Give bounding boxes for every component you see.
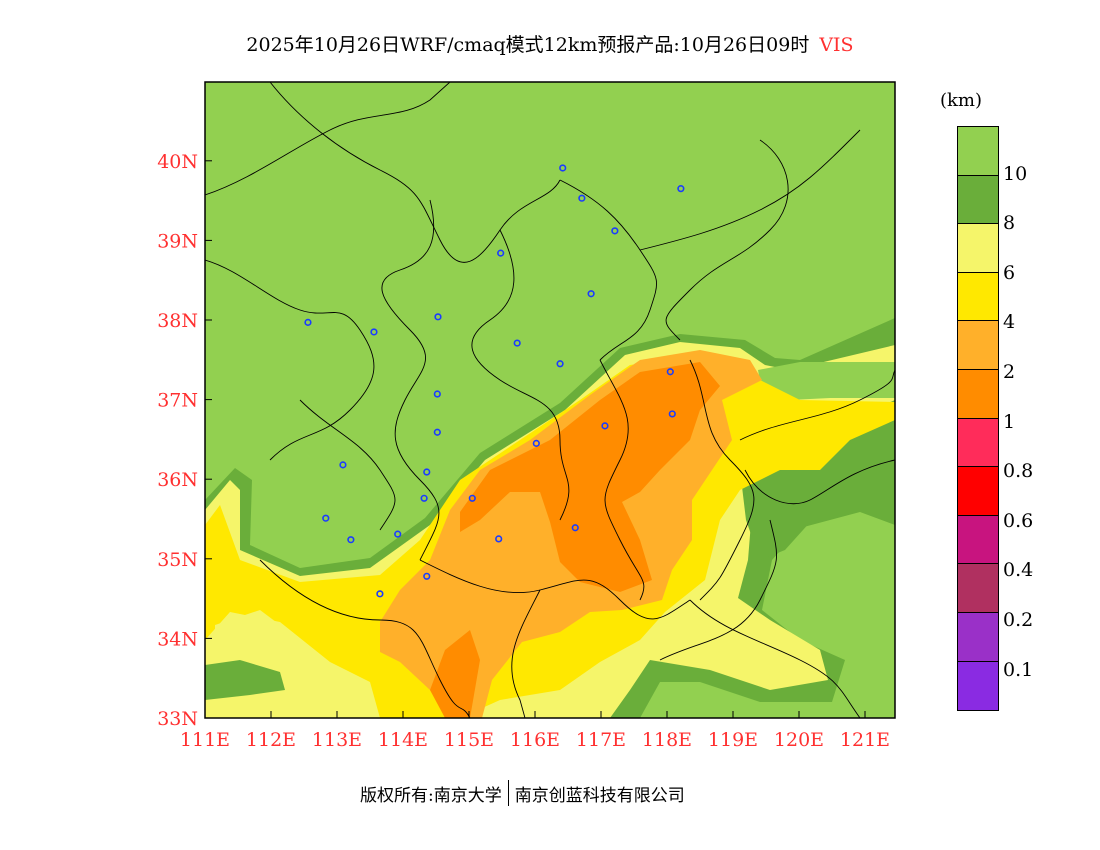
colorbar-swatch [958, 612, 998, 662]
x-tick-label: 119E [708, 729, 758, 751]
colorbar-label: 1 [1003, 410, 1016, 433]
y-tick-label: 36N [157, 469, 198, 491]
field-gt10-sea [758, 362, 895, 400]
station-marker [578, 194, 586, 202]
field-6-8-inner [215, 610, 300, 665]
x-tick-label: 114E [378, 729, 428, 751]
map-fields [205, 82, 895, 718]
colorbar-swatch [958, 369, 998, 419]
station-marker [339, 461, 347, 469]
station-marker [668, 410, 676, 418]
title-variable: VIS [819, 34, 854, 56]
x-tick-label: 117E [576, 729, 626, 751]
colorbar-label: 0.8 [1003, 460, 1034, 483]
y-tick-label: 35N [157, 549, 198, 571]
colorbar-label: 8 [1003, 212, 1016, 235]
station-marker [370, 328, 378, 336]
station-marker [571, 524, 579, 532]
x-tick-label: 116E [510, 729, 560, 751]
chart-title: 2025年10月26日WRF/cmaq模式12km预报产品:10月26日09时 V… [0, 30, 1100, 57]
colorbar-label: 0.6 [1003, 509, 1034, 532]
footer-separator [507, 780, 509, 806]
colorbar-swatch [958, 127, 998, 176]
field-1-2 [460, 362, 720, 592]
colorbar-swatch [958, 564, 998, 613]
copyright-footer: 版权所有:南京大学 南京创蓝科技有限公司 [360, 780, 685, 806]
colorbar-label: 0.2 [1003, 609, 1034, 631]
x-tick-label: 112E [246, 729, 296, 751]
x-tick-label: 121E [840, 729, 890, 751]
station-marker [304, 318, 312, 326]
colorbar-label: 0.4 [1003, 559, 1034, 582]
colorbar-swatch [958, 661, 998, 711]
station-marker [587, 290, 595, 298]
boundaries [205, 82, 895, 718]
station-marker [497, 249, 505, 257]
colorbar-label: 6 [1003, 261, 1016, 284]
colorbar-swatch [958, 321, 998, 370]
title-text: 2025年10月26日WRF/cmaq模式12km预报产品:10月26日09时 [246, 34, 810, 56]
colorbar-label: 0.1 [1003, 658, 1034, 681]
field-1-2-south [430, 630, 480, 718]
station-marker [611, 227, 619, 235]
station-marker [420, 494, 428, 502]
station-marker [433, 390, 441, 398]
station-marker [423, 572, 431, 580]
colorbar-label: 10 [1003, 162, 1028, 185]
station-marker [433, 428, 441, 436]
station-marker [513, 339, 521, 347]
x-tick-label: 111E [180, 729, 230, 751]
x-tick-label: 113E [312, 729, 362, 751]
station-marker [556, 360, 564, 368]
station-marker [495, 535, 503, 543]
station-marker [468, 494, 476, 502]
x-tick-label: 120E [774, 729, 824, 751]
station-marker [666, 368, 674, 376]
field-8-10-patch [740, 455, 812, 560]
field-8-10-sw [205, 660, 285, 700]
colorbar-label: 2 [1003, 361, 1016, 383]
station-markers [304, 164, 685, 598]
colorbar-label: 4 [1003, 311, 1016, 334]
station-marker [559, 164, 567, 172]
station-marker [434, 313, 442, 321]
footer-left: 版权所有:南京大学 [360, 785, 502, 806]
station-marker [677, 185, 685, 193]
x-tick-label: 115E [444, 729, 494, 751]
colorbar-swatch [958, 175, 998, 225]
station-marker [601, 422, 609, 430]
legend-unit: (km) [940, 90, 983, 111]
colorbar [957, 126, 999, 712]
colorbar-swatch [958, 467, 998, 516]
y-tick-label: 39N [157, 230, 198, 252]
axis-ticks: 111E 112E 113E 114E 115E 116E 117E 118E 119E 120E… [157, 151, 890, 751]
y-tick-label: 34N [157, 628, 198, 650]
station-marker [423, 468, 431, 476]
footer-right: 南京创蓝科技有限公司 [514, 785, 685, 806]
colorbar-swatch [958, 418, 998, 468]
colorbar-swatch [958, 515, 998, 565]
station-marker [347, 536, 355, 544]
station-marker [532, 439, 540, 447]
y-tick-label: 38N [157, 310, 198, 332]
y-tick-label: 37N [157, 390, 198, 412]
x-tick-label: 118E [642, 729, 692, 751]
station-marker [376, 590, 384, 598]
y-tick-label: 33N [157, 708, 198, 730]
station-marker [394, 530, 402, 538]
station-marker [322, 514, 330, 522]
y-tick-label: 40N [157, 151, 198, 173]
colorbar-swatch [958, 272, 998, 322]
colorbar-swatch [958, 224, 998, 273]
